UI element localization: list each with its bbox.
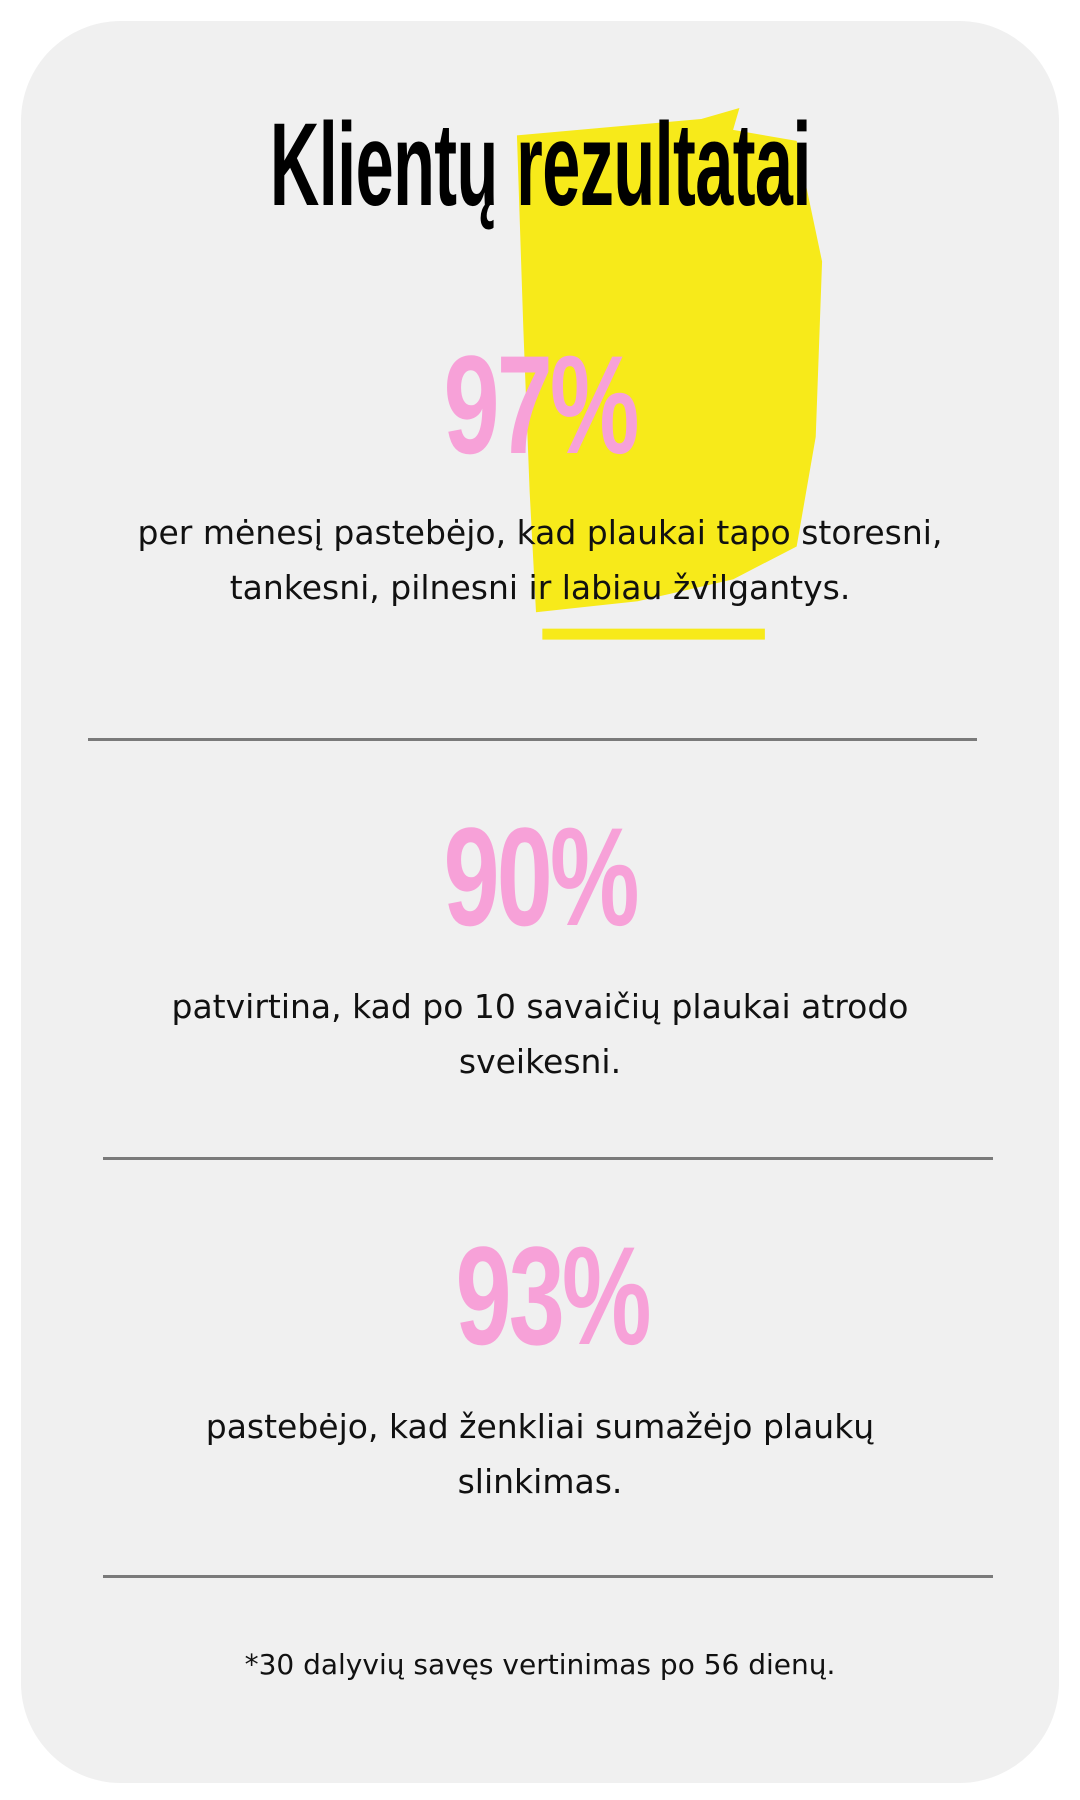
yellow-brush-highlight: [516, 108, 822, 640]
stat-value-1: 97%: [443, 326, 639, 483]
highlighted-title-word: rezultatai: [516, 100, 822, 640]
stat-value-3: 93%: [455, 1217, 651, 1374]
divider-2: [103, 1157, 993, 1160]
footnote: *30 dalyvių savęs vertinimas po 56 dienų…: [244, 1648, 836, 1681]
stat-description-1: per mėnesį pastebėjo, kad plaukai tapo s…: [137, 513, 943, 607]
divider-3: [103, 1575, 993, 1578]
stat-description-3: pastebėjo, kad ženkliai sumažėjo plaukų …: [205, 1407, 875, 1501]
stat-value-2: 90%: [443, 798, 639, 955]
stat-description-2: patvirtina, kad po 10 savaičių plaukai a…: [171, 987, 909, 1081]
page-title: Klientų rezultatai: [0, 99, 1080, 640]
divider-1: [88, 738, 977, 741]
title-part1: Klientų: [269, 99, 498, 231]
